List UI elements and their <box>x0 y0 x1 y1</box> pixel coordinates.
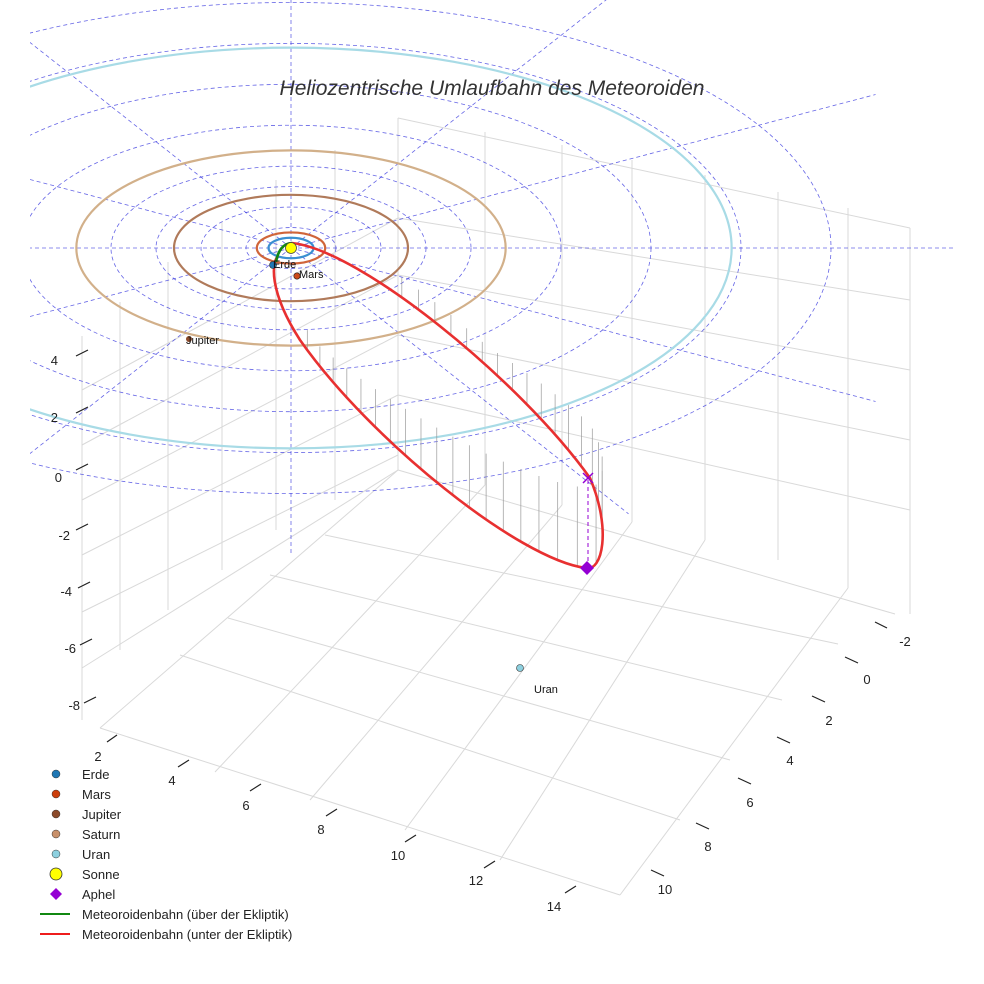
legend-label: Mars <box>82 786 111 802</box>
x-tick-label: 14 <box>547 899 561 914</box>
x-tick-label: 4 <box>168 773 175 788</box>
ecliptic-grid-circle <box>200 206 382 290</box>
x-tick-label: 8 <box>317 822 324 837</box>
ecliptic-grid-spoke <box>30 247 292 317</box>
legend-label: Jupiter <box>82 806 122 822</box>
z-tick-label: 4 <box>51 353 58 368</box>
planet-label-mars: Mars <box>299 269 324 281</box>
y-tick-label: 0 <box>863 672 870 687</box>
y-tick-label: -2 <box>899 634 911 649</box>
legend-label: Erde <box>82 766 110 782</box>
legend-marker <box>38 824 74 844</box>
y-tick-label: 6 <box>746 795 753 810</box>
legend-marker <box>38 884 74 904</box>
legend-label: Meteoroidenbahn (unter der Ekliptik) <box>82 926 293 942</box>
ecliptic-grid-spoke <box>30 247 292 455</box>
aphel-projection-marker <box>582 472 594 484</box>
orbit-uran <box>30 46 733 450</box>
legend-item[interactable]: Erde <box>38 764 292 784</box>
y-tick-label: 8 <box>704 839 711 854</box>
z-axis-ticks <box>75 349 97 704</box>
legend-label: Meteoroidenbahn (über der Ekliptik) <box>82 906 289 922</box>
planets: Erde Mars Jupiter Uran <box>186 259 558 696</box>
legend-marker <box>38 804 74 824</box>
box-grid <box>81 117 911 896</box>
legend-marker <box>38 784 74 804</box>
planet-erde <box>269 261 277 269</box>
planet-mars <box>293 272 301 280</box>
legend-marker <box>38 924 74 944</box>
x-tick-label: 12 <box>469 873 483 888</box>
y-axis-ticks <box>650 621 888 877</box>
legend-label: Saturn <box>82 826 121 842</box>
z-tick-label: -4 <box>60 584 72 599</box>
legend-item[interactable]: Uran <box>38 844 292 864</box>
legend-item[interactable]: Mars <box>38 784 292 804</box>
planet-label-jupiter: Jupiter <box>186 335 219 347</box>
ecliptic-grid <box>30 0 956 555</box>
ecliptic-grid-spoke <box>290 0 607 249</box>
ecliptic-grid-spoke <box>30 41 292 249</box>
x-axis: 2 4 6 8 10 12 14 <box>94 734 577 914</box>
z-tick-label: 0 <box>55 470 62 485</box>
meteoroid-orbit-below-ecliptic <box>272 241 604 570</box>
legend-marker <box>38 904 74 924</box>
legend-label: Aphel <box>82 886 116 902</box>
y-tick-label: 10 <box>658 882 672 897</box>
ecliptic-grid-spoke <box>30 179 292 249</box>
legend-item[interactable]: Sonne <box>38 864 292 884</box>
legend-marker <box>38 764 74 784</box>
legend-marker <box>38 864 74 884</box>
drop-lines <box>306 277 603 567</box>
legend-item[interactable]: Meteoroidenbahn (unter der Ekliptik) <box>38 924 292 944</box>
meteoroid-orbit <box>272 241 604 575</box>
x-tick-label: 6 <box>242 798 249 813</box>
planet-uran <box>516 664 524 672</box>
z-axis: 4 2 0 -2 -4 -6 -8 <box>51 349 97 713</box>
legend-item[interactable]: Meteoroidenbahn (über der Ekliptik) <box>38 904 292 924</box>
legend-label: Sonne <box>82 866 120 882</box>
x-axis-ticks <box>106 734 577 894</box>
x-tick-label: 2 <box>94 749 101 764</box>
planet-label-erde: Erde <box>273 259 296 271</box>
orbit-mars <box>255 231 327 265</box>
legend-label: Uran <box>82 846 111 862</box>
z-tick-label: 2 <box>51 410 58 425</box>
ecliptic-grid-spoke <box>290 247 629 515</box>
legend-marker <box>38 844 74 864</box>
ecliptic-grid-spoke <box>290 247 876 402</box>
legend-item[interactable]: Jupiter <box>38 804 292 824</box>
orbit-jupiter <box>172 193 410 303</box>
legend: Erde Mars Jupiter Saturn Uran Sonne Aphel Meteo… <box>38 764 292 944</box>
z-tick-label: -6 <box>64 641 76 656</box>
ecliptic-grid-spoke <box>290 94 876 249</box>
legend-item[interactable]: Saturn <box>38 824 292 844</box>
planet-jupiter <box>186 336 192 342</box>
chart-title: Heliozentrische Umlaufbahn des Meteoroid… <box>280 77 705 100</box>
planet-label-uran: Uran <box>534 684 558 696</box>
orbit-saturn <box>75 149 507 347</box>
ecliptic-grid-circle <box>110 165 472 331</box>
z-tick-label: -2 <box>58 528 70 543</box>
legend-item[interactable]: Aphel <box>38 884 292 904</box>
y-tick-label: 4 <box>786 753 793 768</box>
aphel-marker <box>580 561 594 575</box>
y-tick-label: 2 <box>825 713 832 728</box>
x-tick-label: 10 <box>391 848 405 863</box>
planet-orbits <box>30 46 733 450</box>
z-tick-label: -8 <box>68 698 80 713</box>
sun <box>285 242 297 254</box>
y-axis: -2 0 2 4 6 8 10 <box>650 621 911 897</box>
